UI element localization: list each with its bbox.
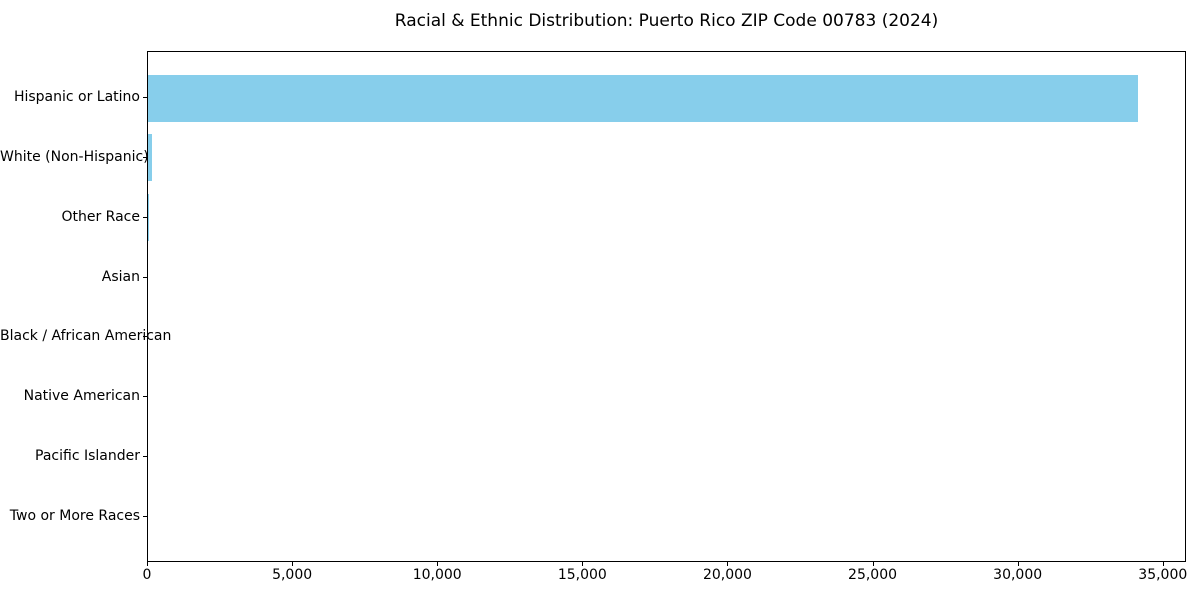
x-tick-label: 20,000	[702, 567, 752, 583]
x-tick-label: 30,000	[993, 567, 1043, 583]
x-tick-mark	[437, 562, 439, 566]
x-tick-label: 10,000	[412, 567, 462, 583]
y-tick-label: Black / African American	[0, 328, 172, 345]
x-tick-mark	[292, 562, 294, 566]
x-tick-mark	[727, 562, 729, 566]
y-tick-label: Other Race	[61, 208, 140, 225]
y-tick-label: White (Non-Hispanic)	[0, 148, 149, 165]
plot-area	[147, 51, 1186, 562]
x-tick-label: 0	[142, 567, 152, 583]
y-tick-mark	[143, 156, 147, 158]
chart-title: Racial & Ethnic Distribution: Puerto Ric…	[394, 11, 939, 31]
x-tick-mark	[1162, 562, 1164, 566]
x-tick-label: 5,000	[272, 567, 313, 583]
y-tick-label: Native American	[23, 388, 140, 405]
y-tick-mark	[143, 396, 147, 398]
bar-hispanic-or-latino	[148, 74, 1138, 122]
x-tick-mark	[147, 562, 148, 566]
y-tick-mark	[143, 336, 147, 338]
y-tick-label: Hispanic or Latino	[13, 89, 140, 105]
y-tick-mark	[143, 216, 147, 218]
bar-other-race	[148, 194, 149, 242]
x-tick-label: 25,000	[848, 567, 898, 583]
y-tick-mark	[143, 516, 147, 517]
y-tick-label: Pacific Islander	[35, 448, 140, 465]
y-tick-label: Asian	[101, 268, 140, 285]
y-tick-mark	[143, 276, 147, 278]
x-tick-mark	[872, 562, 874, 566]
x-tick-mark	[1017, 562, 1019, 566]
y-tick-label: Two or More Races	[9, 508, 140, 524]
x-tick-label: 35,000	[1138, 567, 1188, 583]
y-tick-mark	[143, 456, 147, 458]
y-tick-mark	[143, 97, 147, 98]
x-tick-label: 15,000	[557, 567, 607, 583]
x-tick-mark	[582, 562, 584, 566]
bar-white-non-hispanic	[148, 134, 153, 182]
